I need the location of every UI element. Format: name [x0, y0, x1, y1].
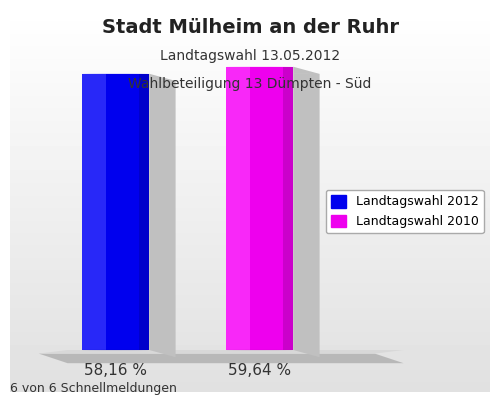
Polygon shape: [149, 74, 176, 357]
Text: Landtagswahl 13.05.2012: Landtagswahl 13.05.2012: [160, 50, 340, 64]
Text: Wahlbeteiligung 13 Dümpten - Süd: Wahlbeteiligung 13 Dümpten - Süd: [128, 77, 372, 91]
Bar: [139, 74, 149, 350]
Text: Stadt Mülheim an der Ruhr: Stadt Mülheim an der Ruhr: [102, 18, 399, 37]
Bar: [226, 67, 293, 350]
Legend: Landtagswahl 2012, Landtagswahl 2010: Landtagswahl 2012, Landtagswahl 2010: [326, 190, 484, 233]
Polygon shape: [39, 350, 404, 354]
Polygon shape: [293, 67, 320, 357]
Polygon shape: [39, 354, 404, 363]
Text: 6 von 6 Schnellmeldungen: 6 von 6 Schnellmeldungen: [10, 382, 177, 395]
Bar: [82, 74, 106, 350]
Text: 59,64 %: 59,64 %: [228, 363, 291, 378]
Bar: [283, 67, 293, 350]
Bar: [82, 74, 149, 350]
Text: 58,16 %: 58,16 %: [84, 363, 147, 378]
Bar: [226, 67, 250, 350]
